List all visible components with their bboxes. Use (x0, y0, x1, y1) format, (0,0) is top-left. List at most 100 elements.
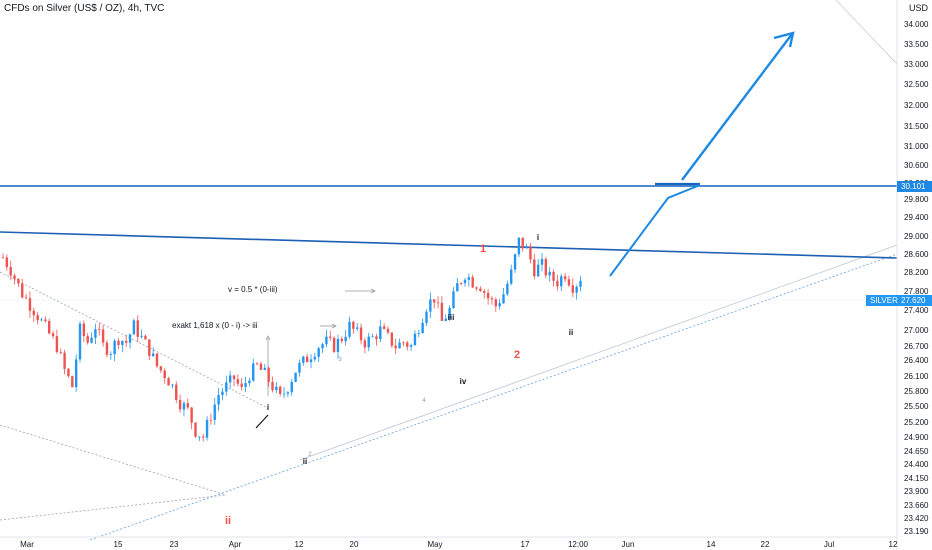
candle-body (159, 366, 163, 371)
candle-body (282, 393, 286, 395)
x-tick-label: 12 (295, 540, 304, 549)
candle-body (98, 329, 101, 330)
x-tick-label: 15 (114, 540, 123, 549)
candle-body (21, 283, 24, 298)
candle-body (540, 258, 544, 265)
candle-body (321, 344, 324, 349)
candle-body (402, 342, 405, 344)
candle-body (217, 395, 220, 405)
candle-body (71, 376, 74, 388)
wave-label-i-top: i (537, 233, 539, 242)
candle-body (125, 340, 128, 343)
candle-body (48, 321, 51, 334)
wave-label-1-red: 1 (480, 243, 486, 255)
measure-arrow-head (265, 335, 271, 341)
candle-body (298, 362, 301, 373)
candle-body (467, 277, 471, 280)
candle-body (117, 340, 120, 345)
candle-body (390, 332, 394, 346)
x-tick-label: 14 (707, 540, 716, 549)
candle-body (521, 237, 524, 249)
symbol-tag-text: SILVER (870, 296, 898, 305)
projection-arrow-head (773, 31, 795, 48)
candle-body (317, 348, 320, 357)
projection-path (609, 184, 701, 277)
candle-body (28, 298, 32, 311)
candle-body (417, 333, 420, 334)
x-tick-label: 17 (521, 540, 530, 549)
candle-body (498, 303, 501, 307)
candle-body (40, 319, 43, 321)
candle-body (167, 378, 170, 386)
candle-body (490, 298, 494, 300)
candle-body (563, 276, 567, 280)
candle-body (533, 259, 536, 277)
candle-body (302, 356, 305, 363)
candle-body (444, 318, 447, 321)
y-tick-label: 23.190 (904, 527, 929, 536)
candle-body (221, 391, 224, 396)
candle-body (140, 335, 143, 337)
candle-body (548, 271, 551, 276)
candle-body (32, 310, 35, 316)
candle-body (255, 363, 259, 365)
candle-body (340, 338, 343, 342)
wave-label-ii: ii (303, 457, 307, 466)
candle-body (132, 320, 136, 335)
candle-body (63, 352, 66, 369)
candle-body (456, 283, 459, 292)
y-tick-label: 26.700 (904, 342, 929, 351)
candle-body (433, 299, 436, 303)
y-tick-label: 28.200 (904, 268, 929, 277)
candle-body (375, 336, 378, 340)
y-tick-label: 31.500 (904, 122, 929, 131)
candle-body (409, 345, 413, 347)
candle-body (74, 359, 78, 388)
x-tick-label: 20 (350, 540, 359, 549)
candle-body (367, 336, 370, 348)
candle-body (290, 381, 293, 393)
candle-body (325, 336, 328, 345)
candle-body (144, 335, 147, 340)
candle-body (275, 386, 278, 391)
candle-body (186, 403, 189, 408)
candle-body (344, 336, 347, 342)
candle-body (313, 356, 317, 360)
y-tick-label: 32.500 (904, 80, 929, 89)
candle-body (244, 383, 247, 387)
candle-body (382, 326, 386, 329)
candle-body (67, 368, 70, 377)
candle-body (571, 285, 574, 293)
y-tick-label: 29.400 (904, 213, 929, 222)
x-tick-label: 23 (170, 540, 179, 549)
thin-support-line (299, 244, 898, 461)
candle-body (232, 375, 236, 380)
y-tick-label: 30.600 (904, 161, 929, 170)
candle-body (113, 340, 116, 355)
candle-body (279, 386, 282, 394)
candle-body (263, 367, 266, 370)
candle-body (406, 342, 409, 347)
candle-body (506, 283, 509, 295)
candle-body (352, 321, 355, 329)
candle-body (348, 321, 351, 337)
candle-body (517, 237, 521, 255)
candle-body (202, 436, 205, 438)
note-v: v = 0.5 * (0-iii) (228, 285, 278, 294)
y-tick-label: 28.600 (904, 250, 929, 259)
candle-body (529, 246, 532, 260)
candle-body (236, 379, 240, 384)
candle-body (171, 384, 174, 386)
candle-body (36, 315, 39, 321)
candle-body (544, 258, 548, 276)
x-tick-label: Jun (622, 540, 635, 549)
y-tick-label: 33.500 (904, 40, 929, 49)
thin-projection-line (835, 0, 898, 65)
candle-body (440, 302, 444, 321)
x-tick-label: 22 (761, 540, 770, 549)
candle-body (448, 307, 451, 319)
candle-body (459, 283, 463, 284)
